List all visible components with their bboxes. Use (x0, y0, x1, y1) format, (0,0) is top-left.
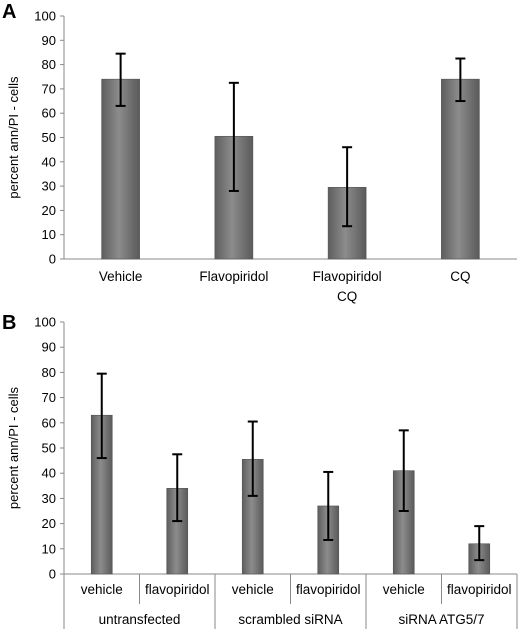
category-label: flavopiridol (447, 582, 512, 597)
y-tick-label: 70 (42, 81, 56, 96)
y-tick-label: 100 (34, 9, 56, 24)
bar (441, 78, 480, 260)
y-tick-label: 90 (42, 33, 56, 48)
y-tick-label: 60 (42, 106, 56, 121)
y-tick-label: 10 (42, 227, 56, 242)
y-axis-label: percent ann/PI - cells (6, 386, 21, 509)
y-tick-label: 90 (42, 340, 56, 355)
category-label: flavopiridol (145, 582, 210, 597)
category-label: flavopiridol (296, 582, 361, 597)
y-tick-label: 70 (42, 390, 56, 405)
y-tick-label: 50 (42, 130, 56, 145)
y-tick-label: 100 (34, 315, 56, 330)
y-tick-label: 30 (42, 491, 56, 506)
y-tick-label: 80 (42, 57, 56, 72)
bar (101, 78, 140, 260)
category-label: Vehicle (99, 269, 143, 284)
group-label: untransfected (99, 612, 181, 627)
category-label: CQ (450, 269, 470, 284)
y-tick-label: 80 (42, 365, 56, 380)
y-tick-label: 40 (42, 466, 56, 481)
y-tick-label: 0 (49, 567, 56, 582)
y-axis-label: percent ann/PI - cells (6, 76, 21, 199)
y-tick-label: 60 (42, 415, 56, 430)
category-label: vehicle (383, 582, 425, 597)
category-label: vehicle (81, 582, 123, 597)
group-label: scrambled siRNA (238, 612, 342, 627)
y-tick-label: 0 (49, 252, 56, 267)
y-tick-label: 50 (42, 441, 56, 456)
category-label: Flavopiridol (313, 269, 382, 284)
y-tick-label: 10 (42, 541, 56, 556)
y-tick-label: 20 (42, 203, 56, 218)
group-label: siRNA ATG5/7 (398, 612, 484, 627)
panel-label: B (2, 312, 16, 334)
category-label: CQ (337, 289, 357, 304)
category-label: vehicle (232, 582, 274, 597)
category-label: Flavopiridol (199, 269, 268, 284)
y-tick-label: 20 (42, 516, 56, 531)
y-tick-label: 40 (42, 154, 56, 169)
y-tick-label: 30 (42, 179, 56, 194)
panel-label: A (2, 1, 16, 23)
